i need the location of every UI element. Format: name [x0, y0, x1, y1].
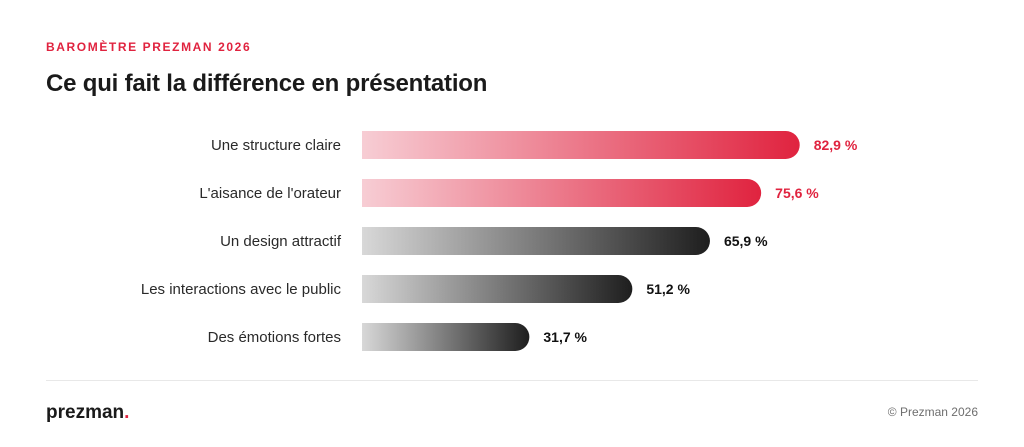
eyebrow-label: BAROMÈTRE PREZMAN 2026 — [46, 40, 252, 54]
category-label: Une structure claire — [211, 137, 341, 154]
prezman-logo: prezman. — [46, 402, 130, 423]
bar — [362, 179, 762, 207]
value-label: 82,9 % — [814, 137, 858, 153]
category-label: Des émotions fortes — [208, 329, 341, 346]
value-label: 65,9 % — [724, 233, 768, 249]
value-label: 51,2 % — [646, 281, 690, 297]
category-label: L'aisance de l'orateur — [199, 185, 341, 202]
value-label: 31,7 % — [543, 329, 587, 345]
bar — [362, 323, 530, 351]
footer-divider — [46, 380, 978, 381]
category-label: Un design attractif — [220, 233, 342, 250]
category-label: Les interactions avec le public — [141, 281, 342, 298]
copyright-text: © Prezman 2026 — [887, 405, 978, 419]
value-label: 75,6 % — [775, 185, 819, 201]
bar — [362, 275, 633, 303]
bar — [362, 131, 800, 159]
chart-title: Ce qui fait la différence en présentatio… — [46, 70, 488, 97]
bar — [362, 227, 710, 255]
